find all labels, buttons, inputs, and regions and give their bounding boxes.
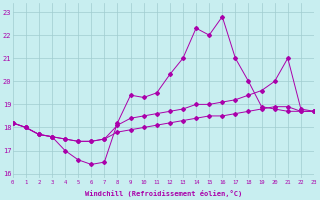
X-axis label: Windchill (Refroidissement éolien,°C): Windchill (Refroidissement éolien,°C) (85, 190, 242, 197)
